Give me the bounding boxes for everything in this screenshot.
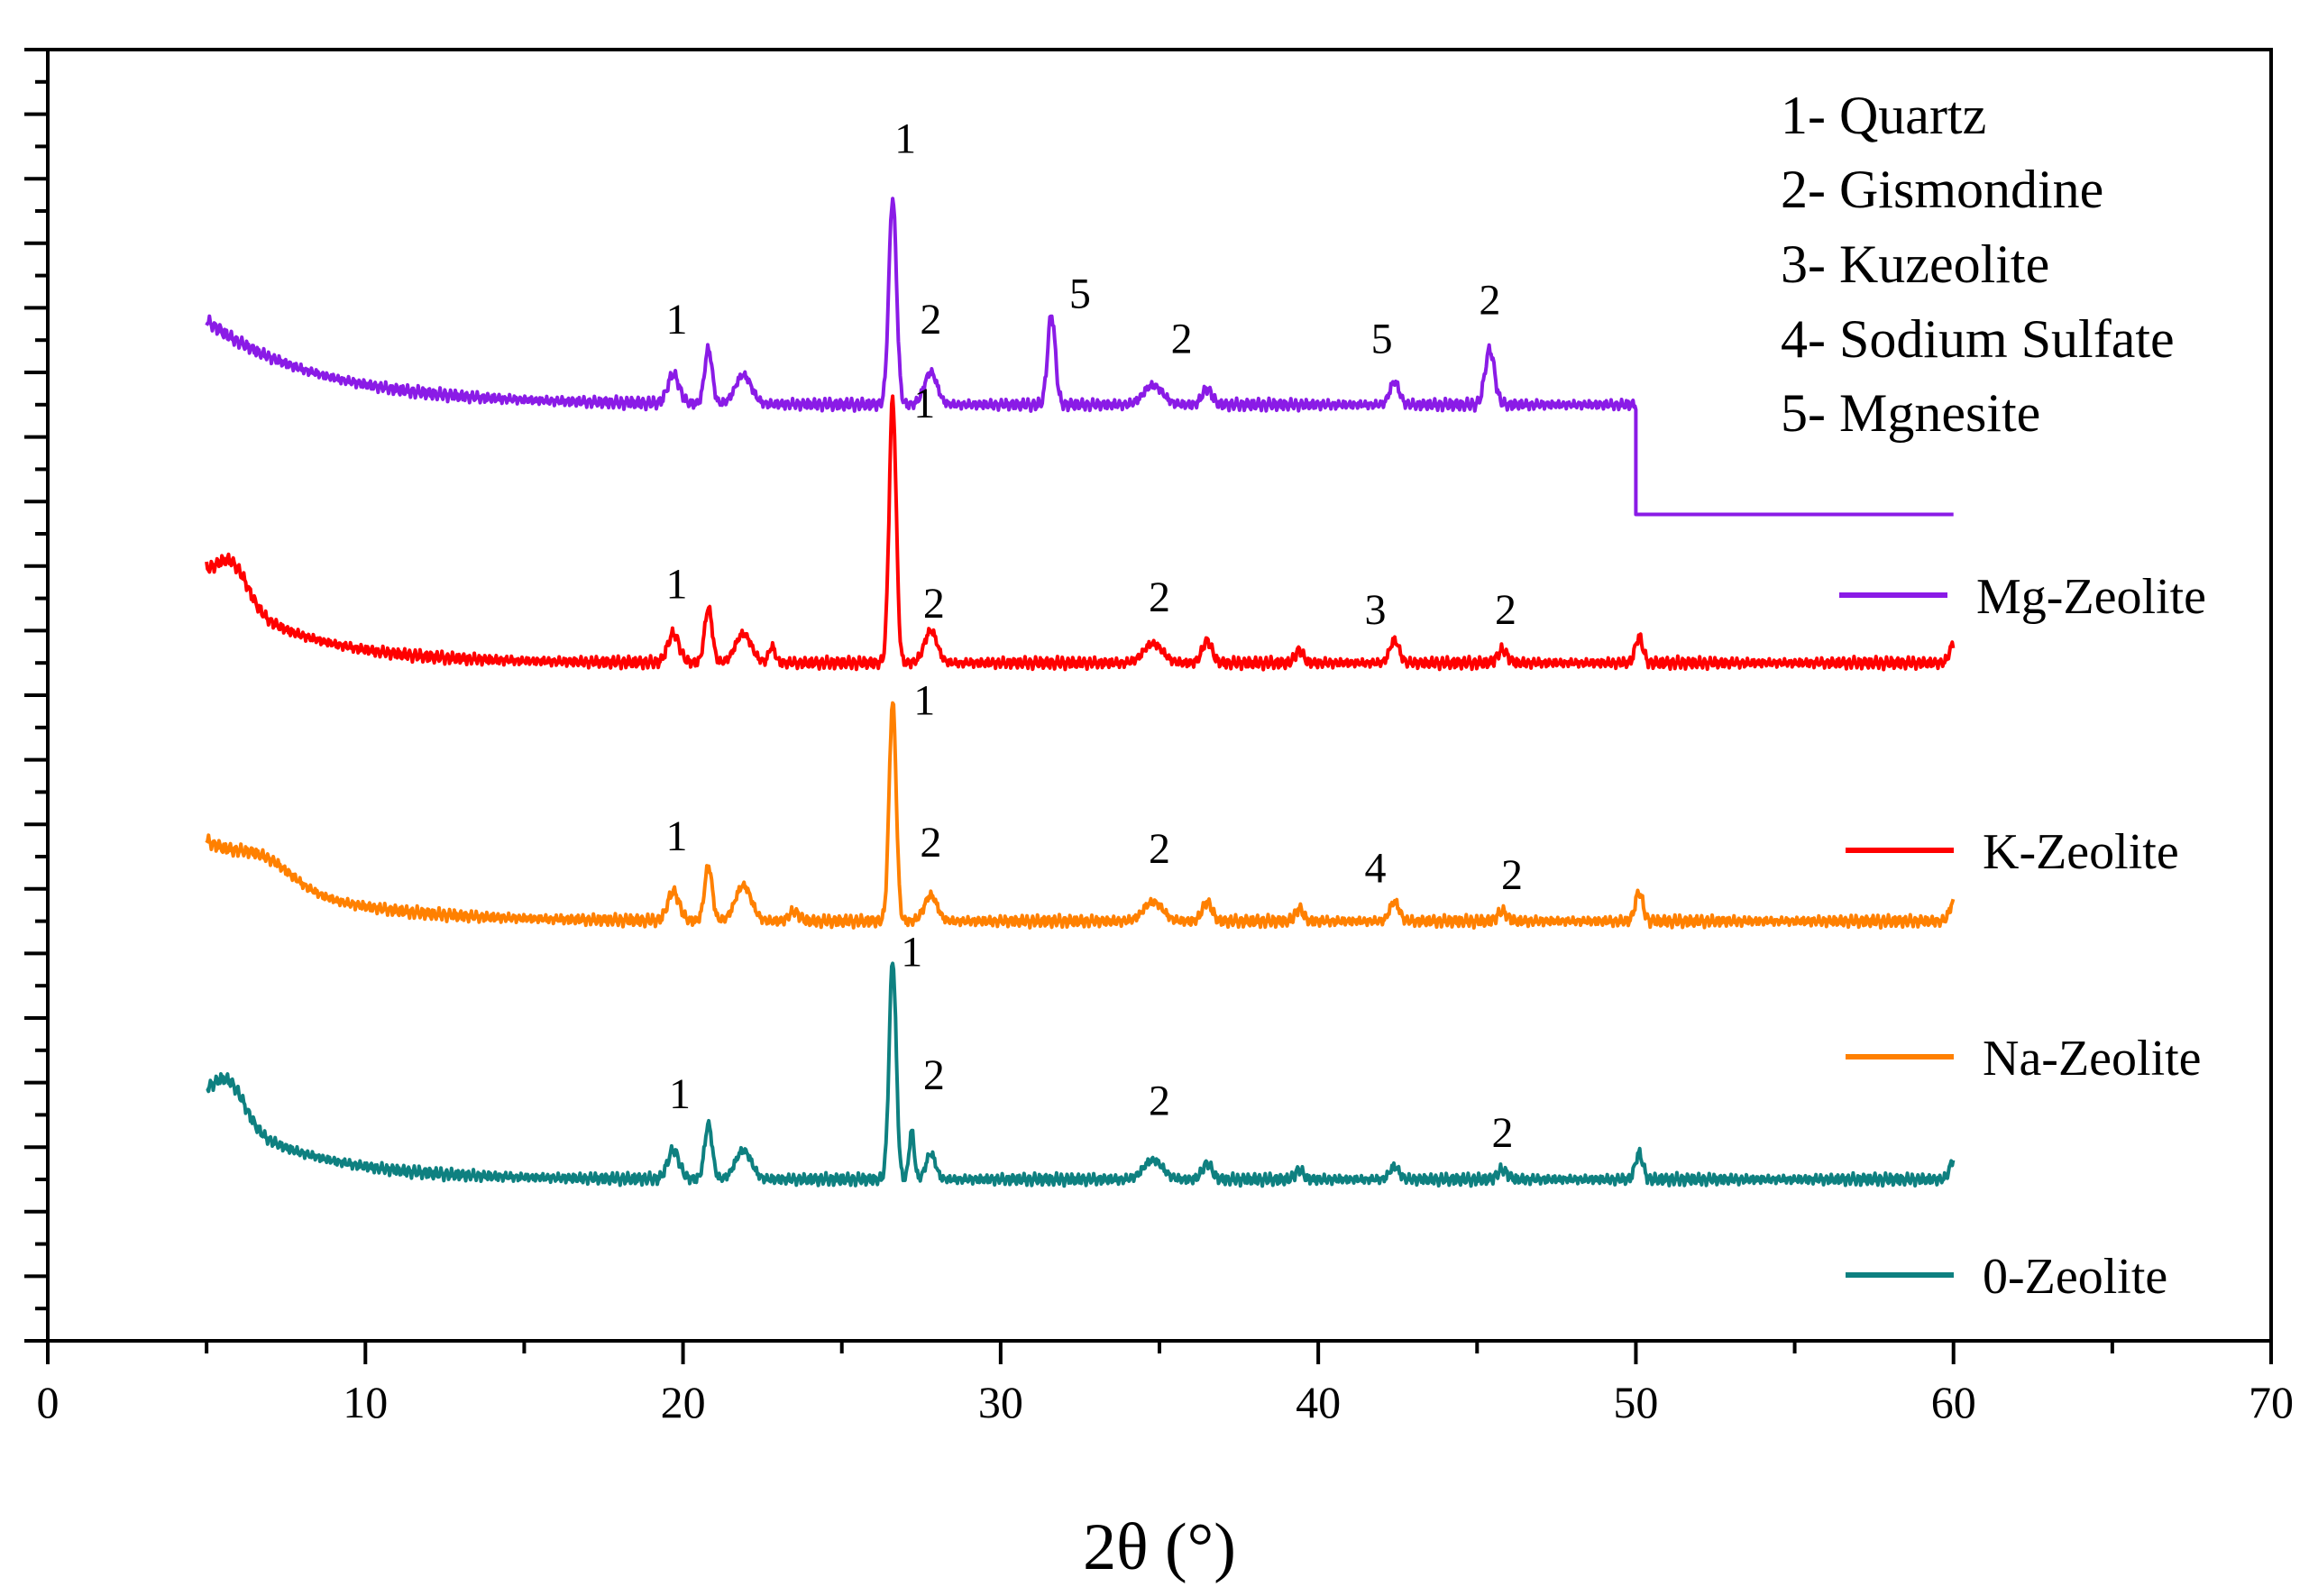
peak-label: 2: [920, 819, 941, 867]
series-line-0-zeolite: [206, 961, 1956, 1188]
series-line-na-zeolite: [205, 701, 1956, 930]
x-tick-label: 10: [343, 1377, 388, 1427]
peak-label: 1: [894, 115, 916, 163]
peak-label: 2: [1149, 825, 1170, 873]
phase-key-item: 3- Kuzeolite: [1781, 234, 2049, 294]
peak-label: 2: [923, 1051, 945, 1099]
y-axis-ticks: [24, 48, 48, 1343]
phase-key-item: 4- Sodium Sulfate: [1781, 309, 2175, 369]
phase-key-item: 2- Gismondine: [1781, 160, 2103, 219]
legend-label-mg-zeolite: Mg-Zeolite: [1976, 569, 2206, 625]
x-tick-label: 70: [2249, 1377, 2294, 1427]
peak-label: 1: [901, 929, 922, 977]
peak-labels-layer: 1 1 2 5 2 5 2 1 1 2 2 3 2 1 1 2 2 4 2 1 1 2 2 2: [666, 115, 1524, 1158]
peak-label: 2: [1149, 573, 1170, 621]
peak-label: 2: [1491, 1109, 1513, 1157]
x-tick-label: 30: [978, 1377, 1023, 1427]
peak-label: 4: [1365, 845, 1387, 893]
x-axis-title: 2θ (°): [1083, 1510, 1236, 1584]
phase-key-item: 5- Mgnesite: [1781, 383, 2040, 443]
legend-label-k-zeolite: K-Zeolite: [1983, 824, 2179, 880]
x-tick-label: 40: [1296, 1377, 1341, 1427]
peak-label: 2: [1501, 851, 1523, 899]
peak-label: 1: [913, 676, 935, 724]
phase-key: 1- Quartz 2- Gismondine 3- Kuzeolite 4- …: [1781, 86, 2175, 443]
peak-label: 1: [669, 1070, 691, 1118]
peak-label: 5: [1371, 316, 1393, 363]
x-tick-label: 50: [1613, 1377, 1658, 1427]
peak-label: 1: [666, 561, 688, 609]
x-tick-label: 20: [661, 1377, 706, 1427]
peak-label: 2: [1479, 277, 1500, 325]
series-line-k-zeolite: [205, 394, 1956, 672]
peak-label: 2: [923, 580, 945, 628]
peak-label: 1: [913, 380, 935, 427]
x-axis-ticks: 0 10 20 30 40 50 60 70: [37, 1341, 2294, 1427]
peak-label: 1: [666, 296, 688, 344]
series-layer: [205, 197, 1956, 1188]
peak-label: 5: [1069, 270, 1091, 317]
x-tick-label: 60: [1931, 1377, 1976, 1427]
peak-label: 2: [1149, 1077, 1170, 1124]
peak-label: 2: [1495, 586, 1516, 634]
x-tick-label: 0: [37, 1377, 60, 1427]
peak-label: 3: [1365, 586, 1387, 634]
legend: Mg-Zeolite K-Zeolite Na-Zeolite 0-Zeolit…: [1839, 569, 2206, 1305]
peak-label: 2: [1171, 316, 1193, 363]
phase-key-item: 1- Quartz: [1781, 86, 1986, 145]
legend-label-0-zeolite: 0-Zeolite: [1983, 1249, 2167, 1305]
series-line-mg-zeolite: [205, 197, 1954, 517]
legend-label-na-zeolite: Na-Zeolite: [1983, 1031, 2202, 1087]
peak-label: 2: [920, 296, 941, 344]
peak-label: 1: [666, 812, 688, 860]
